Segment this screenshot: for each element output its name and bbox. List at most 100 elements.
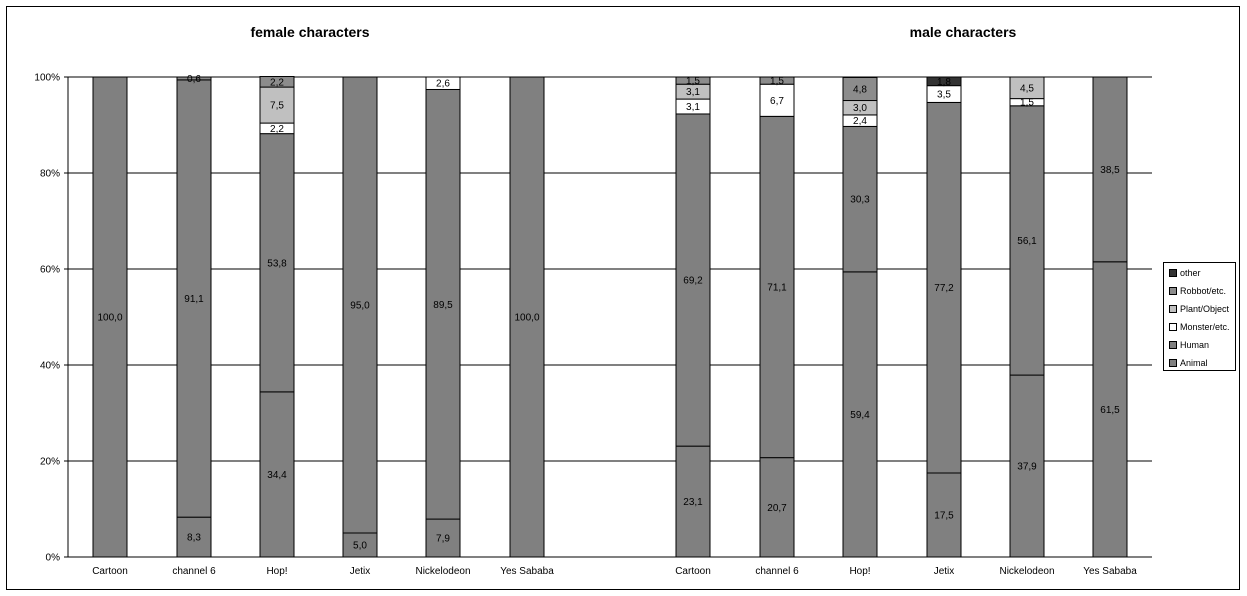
data-label: 1,8 bbox=[937, 77, 951, 88]
data-label: 95,0 bbox=[350, 301, 370, 312]
x-tick-label: Yes Sababa bbox=[500, 566, 554, 577]
bar-segment bbox=[675, 113, 711, 447]
data-label: 17,5 bbox=[934, 511, 954, 522]
bar-segment bbox=[1092, 261, 1128, 558]
data-label: 37,9 bbox=[1017, 462, 1037, 473]
data-label: 2,2 bbox=[270, 77, 284, 88]
data-label: 3,1 bbox=[686, 102, 700, 113]
bar-segment bbox=[1009, 374, 1045, 558]
legend-swatch bbox=[1169, 286, 1177, 295]
x-tick-label: Jetix bbox=[934, 566, 955, 577]
data-label: 34,4 bbox=[267, 470, 287, 481]
bar-segment bbox=[259, 86, 295, 124]
legend-label: Human bbox=[1180, 340, 1210, 350]
x-tick-label: Yes Sababa bbox=[1083, 566, 1137, 577]
female-chart-title: female characters bbox=[250, 24, 369, 40]
legend-label: Animal bbox=[1180, 358, 1208, 368]
bar-segment bbox=[1009, 76, 1045, 100]
bar-segment bbox=[759, 457, 795, 558]
bar-segment bbox=[259, 76, 295, 88]
bar-segment bbox=[176, 76, 212, 81]
x-tick-label: Hop! bbox=[266, 566, 287, 577]
legend-swatch bbox=[1169, 268, 1177, 277]
legend-swatch bbox=[1169, 340, 1177, 349]
data-label: 4,5 bbox=[1020, 83, 1034, 94]
data-label: 1,5 bbox=[1020, 98, 1034, 109]
data-label: 1,5 bbox=[686, 76, 700, 87]
legend-swatch bbox=[1169, 322, 1177, 331]
legend-item: Robbot/etc. bbox=[1169, 285, 1226, 297]
bar-segment bbox=[425, 518, 461, 558]
x-tick-label: Cartoon bbox=[92, 566, 128, 577]
bar-segment bbox=[759, 115, 795, 459]
legend: other Robbot/etc. Plant/Object Monster/etc.… bbox=[1163, 262, 1236, 371]
x-tick-label: Nickelodeon bbox=[999, 566, 1054, 577]
data-label: 89,5 bbox=[433, 300, 453, 311]
legend-label: Robbot/etc. bbox=[1180, 286, 1227, 296]
data-label: 2,2 bbox=[270, 124, 284, 135]
bar-segment bbox=[759, 76, 795, 85]
data-label: 6,7 bbox=[770, 96, 784, 107]
bar-segment bbox=[759, 83, 795, 117]
bar-segment bbox=[1092, 76, 1128, 263]
data-label: 3,0 bbox=[853, 103, 867, 114]
x-tick-label: channel 6 bbox=[172, 566, 216, 577]
y-tick-label: 40% bbox=[40, 361, 60, 372]
data-label: 69,2 bbox=[683, 276, 703, 287]
legend-label: Monster/etc. bbox=[1180, 322, 1230, 332]
bar-segment bbox=[92, 76, 128, 558]
data-label: 4,8 bbox=[853, 85, 867, 96]
y-tick-label: 80% bbox=[40, 169, 60, 180]
bar-segment bbox=[842, 125, 878, 273]
data-label: 59,4 bbox=[850, 410, 870, 421]
x-tick-label: Hop! bbox=[849, 566, 870, 577]
bar-segment bbox=[926, 101, 962, 474]
data-label: 0,6 bbox=[187, 74, 201, 85]
bar-segment bbox=[425, 88, 461, 520]
data-label: 56,1 bbox=[1017, 236, 1037, 247]
x-tick-label: Jetix bbox=[350, 566, 371, 577]
legend-item: Human bbox=[1169, 339, 1209, 351]
bar-segment bbox=[926, 76, 962, 87]
x-tick-label: channel 6 bbox=[755, 566, 799, 577]
male-chart-title: male characters bbox=[910, 24, 1017, 40]
data-label: 3,5 bbox=[937, 90, 951, 101]
bar-segment bbox=[675, 76, 711, 85]
x-tick-label: Nickelodeon bbox=[415, 566, 470, 577]
data-label: 7,5 bbox=[270, 101, 284, 112]
x-tick-label: Cartoon bbox=[675, 566, 711, 577]
data-label: 23,1 bbox=[683, 497, 703, 508]
bar-segment bbox=[259, 133, 295, 393]
legend-item: Plant/Object bbox=[1169, 303, 1229, 315]
legend-label: other bbox=[1180, 268, 1201, 278]
y-tick-label: 0% bbox=[46, 553, 61, 564]
y-tick-label: 20% bbox=[40, 457, 60, 468]
legend-item: other bbox=[1169, 267, 1201, 279]
data-label: 3,1 bbox=[686, 87, 700, 98]
bar-segment bbox=[176, 516, 212, 558]
data-label: 30,3 bbox=[850, 195, 870, 206]
data-label: 71,1 bbox=[767, 283, 787, 294]
bar-segment bbox=[176, 79, 212, 518]
bar-segment bbox=[259, 391, 295, 558]
data-label: 8,3 bbox=[187, 533, 201, 544]
data-label: 53,8 bbox=[267, 258, 287, 269]
data-label: 7,9 bbox=[436, 534, 450, 545]
bar-segment bbox=[842, 76, 878, 102]
legend-label: Plant/Object bbox=[1180, 304, 1230, 314]
bar-segment bbox=[926, 472, 962, 558]
y-tick-label: 60% bbox=[40, 265, 60, 276]
bar-segment bbox=[425, 76, 461, 90]
data-label: 100,0 bbox=[514, 313, 539, 324]
data-label: 20,7 bbox=[767, 503, 787, 514]
bar-segment bbox=[509, 76, 545, 558]
data-label: 1,5 bbox=[770, 76, 784, 87]
legend-item: Animal bbox=[1169, 357, 1208, 369]
data-label: 91,1 bbox=[184, 294, 204, 305]
data-label: 2,4 bbox=[853, 116, 867, 127]
legend-swatch bbox=[1169, 358, 1177, 367]
data-label: 2,6 bbox=[436, 79, 450, 90]
legend-item: Monster/etc. bbox=[1169, 321, 1230, 333]
data-label: 5,0 bbox=[353, 541, 367, 552]
